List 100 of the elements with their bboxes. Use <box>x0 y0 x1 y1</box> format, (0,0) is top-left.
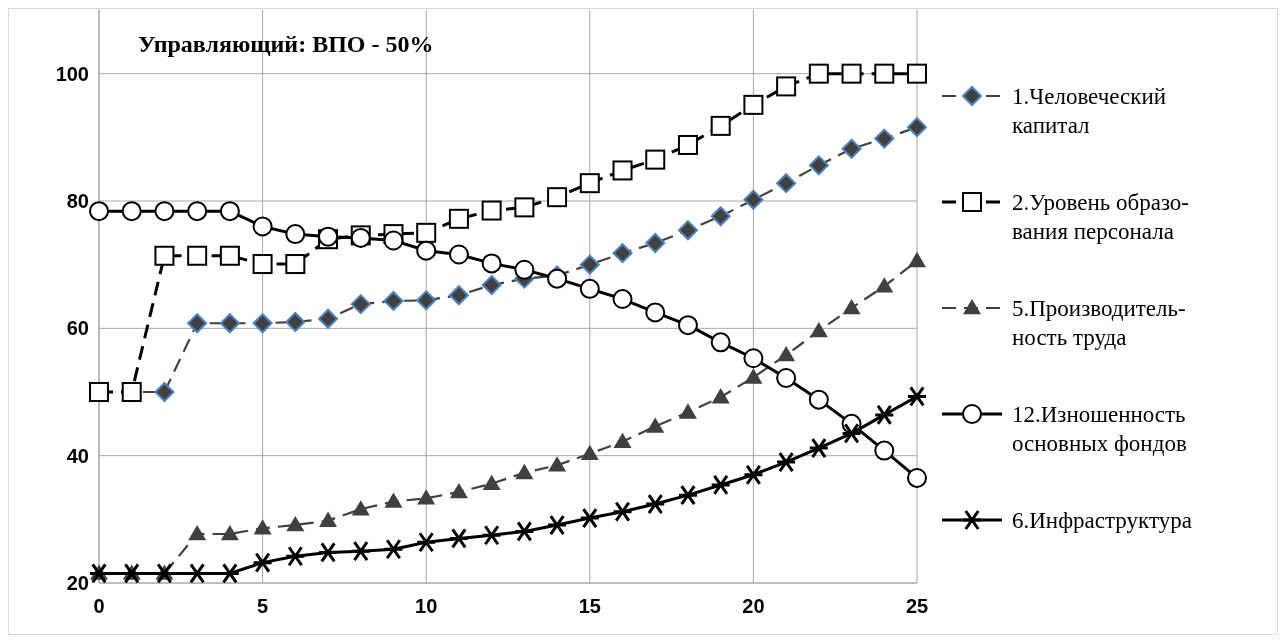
point <box>645 149 666 170</box>
point <box>710 206 731 227</box>
point <box>580 444 599 461</box>
point <box>317 541 339 563</box>
point <box>154 201 175 222</box>
point <box>874 440 895 461</box>
point <box>285 224 306 245</box>
point <box>612 160 633 181</box>
point <box>644 493 666 515</box>
point <box>448 208 469 229</box>
point <box>710 115 731 136</box>
point <box>776 76 797 97</box>
point <box>89 201 109 222</box>
point <box>384 492 403 508</box>
point <box>448 244 469 265</box>
point <box>252 216 273 237</box>
point <box>154 382 175 402</box>
point <box>579 507 601 529</box>
point <box>187 313 208 334</box>
point <box>744 368 763 384</box>
legend-label: 12.Изношенность основных фондов <box>1012 402 1187 456</box>
point <box>187 201 208 222</box>
point <box>481 200 502 221</box>
point <box>613 432 632 448</box>
point <box>645 302 666 323</box>
point <box>416 290 437 311</box>
point <box>513 520 535 542</box>
point <box>252 254 273 275</box>
point <box>677 315 698 336</box>
point <box>776 367 797 388</box>
point <box>318 308 339 329</box>
point <box>645 233 666 254</box>
point <box>350 294 371 315</box>
point <box>743 189 764 210</box>
point <box>743 94 764 115</box>
point <box>219 201 240 222</box>
y-tick-label: 40 <box>66 444 89 467</box>
point <box>646 417 665 433</box>
point <box>874 128 895 149</box>
point <box>383 230 404 251</box>
point <box>809 321 828 338</box>
point <box>743 348 764 369</box>
point <box>677 134 698 155</box>
point <box>121 201 142 222</box>
point <box>351 500 370 516</box>
point <box>841 63 862 84</box>
x-tick-label: 0 <box>93 595 105 617</box>
point <box>416 222 437 243</box>
point <box>417 489 436 505</box>
point <box>841 422 863 444</box>
legend-label: 5.Производитель- ность труда <box>1012 296 1186 350</box>
point <box>808 155 829 176</box>
point <box>579 278 600 299</box>
point <box>481 524 503 546</box>
point <box>285 254 306 275</box>
y-tick-label: 100 <box>55 62 89 85</box>
point <box>907 117 927 138</box>
y-tick-label: 20 <box>66 572 89 594</box>
point <box>350 540 372 562</box>
point <box>188 524 207 541</box>
point <box>808 437 830 459</box>
point <box>776 173 797 194</box>
x-tick-label: 15 <box>578 595 601 617</box>
point <box>382 538 404 560</box>
point <box>547 187 568 208</box>
point <box>710 332 731 353</box>
point <box>481 275 502 296</box>
point <box>906 385 928 407</box>
point <box>579 173 600 194</box>
point <box>874 63 895 84</box>
point <box>907 63 927 84</box>
x-tick-label: 10 <box>415 595 438 617</box>
x-tick-label: 20 <box>742 595 765 617</box>
point <box>284 545 306 567</box>
point <box>711 388 730 404</box>
legend-label: 2.Уровень образо- вания персонала <box>1012 190 1190 244</box>
point <box>579 254 600 275</box>
point <box>481 253 502 274</box>
point <box>448 527 470 549</box>
point <box>220 524 239 541</box>
point <box>775 451 797 473</box>
point <box>285 311 306 332</box>
text: Управляющий: ВПО - 50% <box>138 31 434 57</box>
point <box>710 474 732 496</box>
point <box>907 467 927 488</box>
point <box>514 197 535 218</box>
point <box>514 259 535 280</box>
point <box>187 245 208 266</box>
point <box>548 456 567 472</box>
point <box>219 562 241 584</box>
point <box>515 463 534 480</box>
y-tick-label: 60 <box>66 317 89 340</box>
point <box>612 243 633 264</box>
point <box>612 501 634 523</box>
point <box>219 245 240 266</box>
point <box>416 240 437 261</box>
point <box>875 277 894 293</box>
point <box>154 245 175 266</box>
point <box>482 474 501 490</box>
legend-label: 1.Человеческий капитал <box>1012 84 1167 138</box>
